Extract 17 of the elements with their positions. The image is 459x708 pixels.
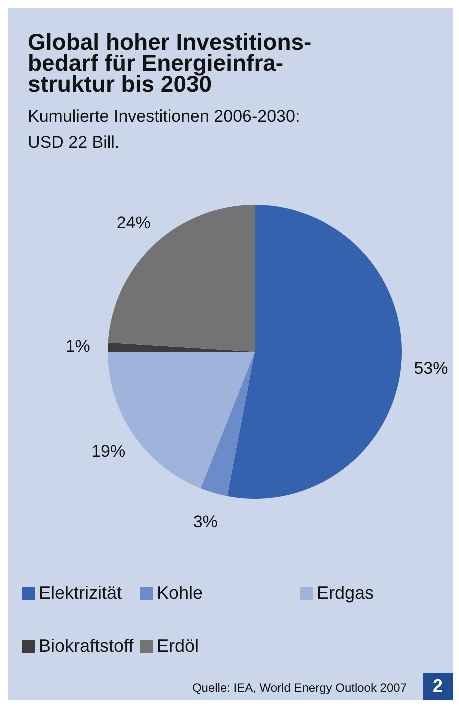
data-label: 3%: [193, 512, 218, 532]
pie-slice: [227, 205, 402, 499]
pie-slice: [108, 205, 255, 352]
data-label: 24%: [116, 213, 151, 232]
chart-title: Global hoher Investitions- bedarf für Energieinfra- struktur bis 2030: [28, 29, 313, 97]
text: 2: [423, 673, 453, 700]
legend-label: Biokraftstoff: [39, 636, 134, 657]
data-label: 1%: [66, 336, 90, 356]
chart-subtitle: Kumulierte Investitionen 2006-2030: USD 22 Bill.: [28, 106, 300, 154]
legend-label: Erdgas: [317, 583, 374, 604]
source-note: Quelle: IEA, World Energy Outlook 2007: [192, 681, 407, 695]
data-label: 53%: [414, 359, 448, 378]
legend-label: Kohle: [157, 583, 204, 604]
data-label: 19%: [92, 442, 126, 461]
legend-label: Erdöl: [157, 636, 200, 657]
pie-slice: [200, 352, 255, 496]
legend-label: Elektrizität: [39, 583, 122, 604]
